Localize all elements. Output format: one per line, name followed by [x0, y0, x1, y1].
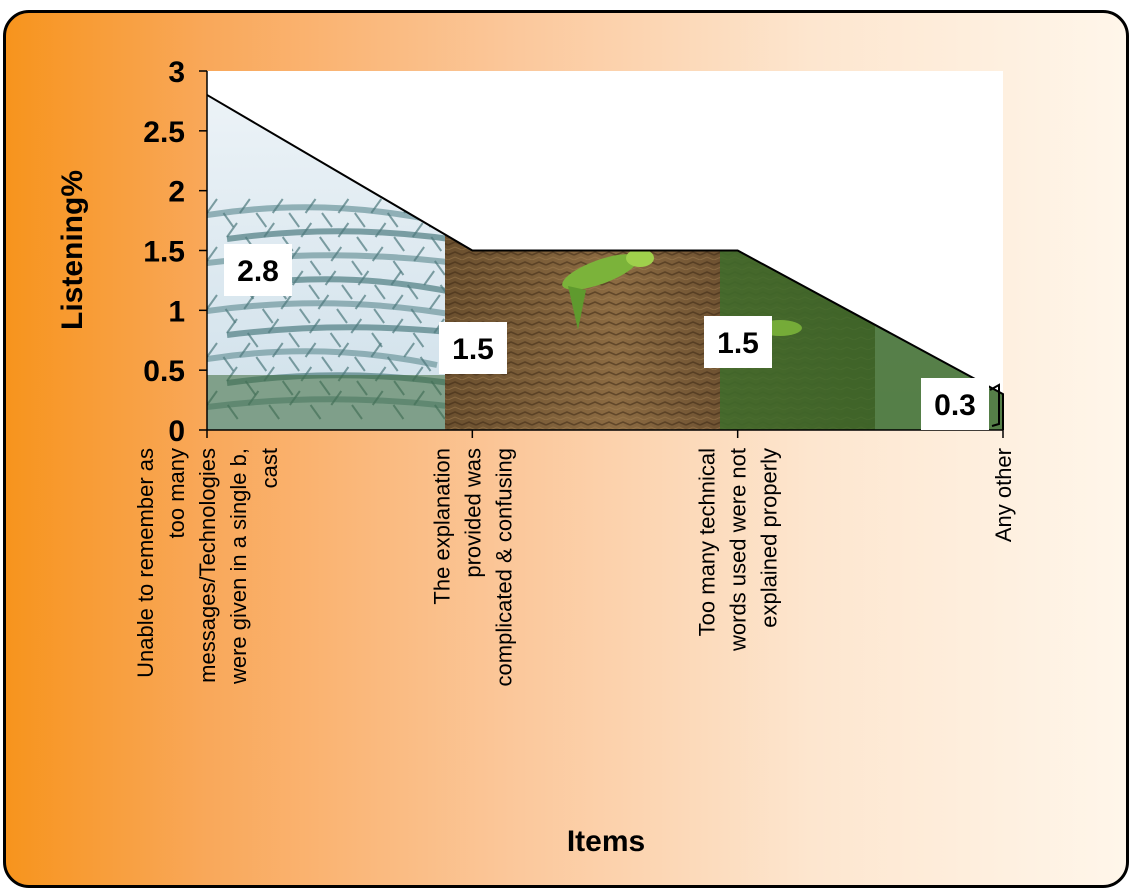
data-label-value: 0.3	[934, 389, 976, 422]
category-label: The explanation provided was complicated &…	[429, 448, 516, 686]
data-labels: 2.8 1.5 1.5 0.3	[224, 244, 1000, 430]
category-label-line: too many	[164, 448, 189, 539]
label-leader-mark	[989, 383, 1000, 427]
data-label: 0.3	[921, 378, 989, 430]
y-axis-title: Listening%	[56, 170, 89, 330]
category-label-line: Any other	[991, 448, 1016, 542]
data-label: 1.5	[704, 316, 772, 368]
y-tick-label: 0	[168, 415, 185, 448]
category-label-line: were given in a single b,	[226, 448, 251, 685]
category-label-line: Too many technical	[695, 448, 720, 636]
category-label-line: messages/Technologies	[195, 448, 220, 683]
category-label-line: The explanation	[429, 448, 454, 605]
data-label-value: 1.5	[717, 327, 759, 360]
y-tick-label: 1.5	[143, 236, 185, 269]
category-label: Too many technical words used were not exp…	[695, 448, 782, 652]
data-label-box	[921, 378, 989, 430]
category-label-line: cast	[257, 448, 282, 488]
x-axis-title: Items	[567, 825, 645, 858]
y-tick-label: 2	[168, 176, 185, 209]
category-label-line: words used were not	[726, 448, 751, 652]
data-label: 1.5	[439, 322, 507, 374]
category-label: Unable to remember as too many messages/Te…	[133, 448, 282, 685]
x-axis-ticks	[206, 430, 1004, 438]
y-tick-label: 3	[168, 56, 185, 89]
data-label-box	[439, 322, 507, 374]
y-tick-label: 1	[168, 295, 185, 328]
data-label: 2.8	[224, 244, 292, 296]
data-label-value: 1.5	[452, 333, 494, 366]
data-label-value: 2.8	[237, 255, 279, 288]
category-labels: Unable to remember as too many messages/Te…	[133, 448, 1016, 686]
category-label-line: provided was	[460, 448, 485, 578]
y-tick-label: 2.5	[143, 116, 185, 149]
y-tick-label: 0.5	[143, 355, 185, 388]
data-label-box	[224, 244, 292, 296]
category-label-line: explained properly	[757, 448, 782, 628]
y-axis-ticks: 0 0.5 1 1.5 2 2.5 3	[143, 56, 207, 448]
area-series-outline	[206, 94, 1004, 430]
category-label: Any other	[991, 448, 1016, 542]
category-label-line: complicated & confusing	[491, 448, 516, 686]
category-label-line: Unable to remember as	[133, 448, 158, 678]
data-label-box	[704, 316, 772, 368]
